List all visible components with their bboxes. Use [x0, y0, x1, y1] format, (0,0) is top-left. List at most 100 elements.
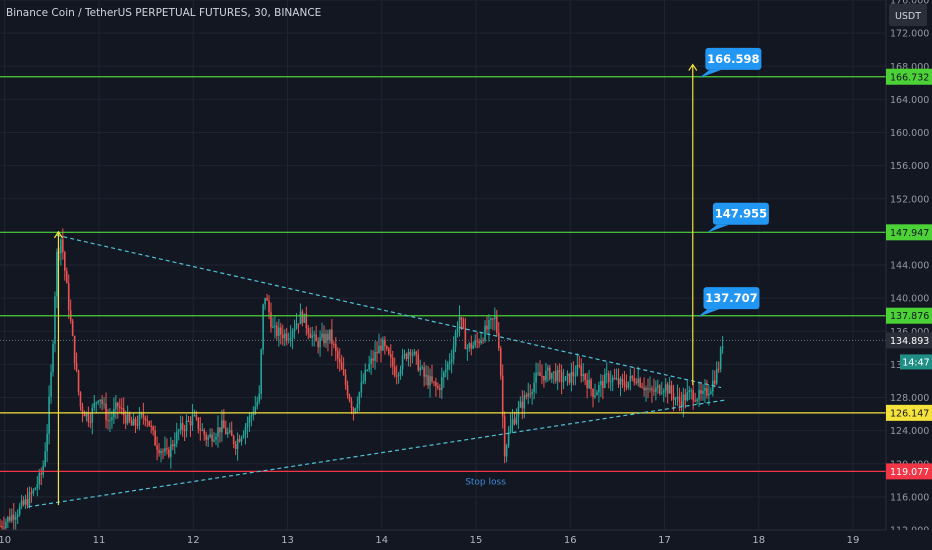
- candle: [242, 434, 245, 438]
- candle: [136, 424, 139, 426]
- grid: [0, 0, 886, 531]
- candle: [81, 406, 84, 413]
- candle: [621, 378, 624, 382]
- candle: [99, 399, 101, 401]
- candle: [529, 393, 531, 395]
- candle: [177, 430, 180, 432]
- candle: [105, 403, 107, 421]
- candle: [696, 399, 698, 402]
- candle: [480, 340, 482, 344]
- candle: [54, 296, 56, 344]
- price-tick-label: 144.000: [890, 261, 929, 272]
- callout-147-box: [712, 202, 769, 225]
- candle: [411, 354, 414, 356]
- candle: [623, 381, 626, 386]
- candle: [338, 358, 341, 363]
- currency-badge: [889, 4, 927, 26]
- candle: [513, 419, 516, 424]
- candle: [374, 352, 376, 361]
- candle: [268, 300, 270, 313]
- candle: [358, 392, 361, 404]
- candle: [431, 376, 433, 382]
- candle: [382, 339, 384, 351]
- candle: [146, 420, 149, 422]
- candle: [18, 506, 21, 515]
- candle: [588, 379, 590, 389]
- candle: [550, 372, 553, 379]
- candle: [450, 359, 453, 362]
- candle: [366, 369, 369, 371]
- candle: [474, 340, 477, 346]
- candle: [433, 381, 435, 383]
- candle: [71, 320, 74, 336]
- candle: [435, 382, 437, 387]
- candle: [164, 448, 166, 452]
- candle: [423, 367, 425, 377]
- candle: [234, 444, 237, 449]
- candle: [466, 347, 469, 350]
- candle: [684, 394, 687, 401]
- candle: [617, 378, 620, 385]
- candle: [287, 339, 290, 341]
- candle: [240, 437, 243, 442]
- candle: [376, 352, 378, 354]
- level-tag-target-1: [886, 307, 932, 324]
- candle: [166, 448, 168, 450]
- candle: [647, 388, 649, 390]
- candle: [101, 399, 103, 404]
- candle: [3, 527, 5, 529]
- candle: [631, 375, 634, 378]
- level-tag-support: [886, 404, 932, 421]
- countdown-tag: [900, 354, 932, 370]
- candle: [313, 334, 315, 336]
- candle: [334, 344, 337, 351]
- candle: [690, 390, 693, 392]
- candle: [607, 373, 610, 382]
- candle: [48, 396, 50, 434]
- candle: [89, 421, 92, 423]
- callout-147-label: 147.955: [715, 207, 767, 221]
- candle: [613, 377, 616, 379]
- candle: [372, 358, 374, 361]
- candle: [568, 373, 571, 383]
- candle: [213, 439, 215, 442]
- candle: [217, 427, 219, 437]
- chart-title: Binance Coin / TetherUS PERPETUAL FUTURE…: [6, 7, 322, 19]
- candle: [187, 420, 190, 422]
- candle: [303, 313, 306, 323]
- candle: [429, 376, 431, 386]
- candle: [682, 394, 685, 407]
- candle: [547, 367, 549, 371]
- candle: [509, 425, 512, 433]
- candle: [56, 251, 58, 297]
- candle: [409, 351, 412, 356]
- candle: [655, 387, 657, 392]
- candle: [458, 317, 461, 328]
- candle: [537, 372, 539, 374]
- candle: [274, 325, 276, 327]
- candle: [193, 415, 196, 417]
- callout-137-pointer: [697, 309, 720, 318]
- candle: [570, 372, 573, 383]
- candle: [415, 351, 418, 355]
- candle: [309, 333, 312, 338]
- candle: [126, 413, 129, 424]
- candle: [580, 365, 583, 376]
- level-tag-label-target-2: 147.947: [890, 228, 929, 239]
- time-axis[interactable]: 10 11 12 13 14 15 16 17 18 19: [0, 529, 932, 550]
- candle: [454, 332, 457, 347]
- candle: [393, 366, 396, 376]
- candle: [721, 346, 724, 349]
- measure-arrows: [53, 63, 698, 506]
- candle: [651, 388, 653, 391]
- candle: [694, 400, 696, 402]
- price-axis[interactable]: 112.000116.000120.000124.000128.000132.0…: [885, 0, 932, 550]
- candle: [535, 373, 537, 383]
- candle: [152, 426, 154, 431]
- price-tick-label: 152.000: [890, 194, 929, 205]
- candle: [138, 414, 141, 426]
- candle: [688, 390, 691, 393]
- candle: [238, 439, 241, 442]
- candle: [270, 312, 272, 328]
